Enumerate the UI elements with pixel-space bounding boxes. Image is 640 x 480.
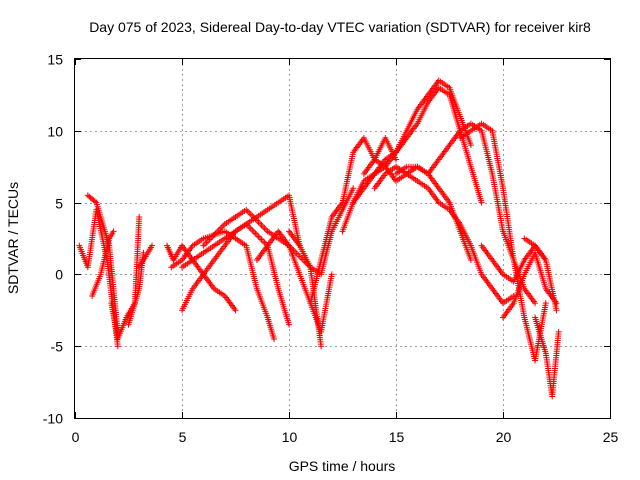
data-point	[114, 343, 121, 350]
data-point	[201, 241, 208, 248]
series-sat-x	[532, 314, 562, 400]
data-point	[261, 225, 268, 232]
data-point	[255, 219, 262, 226]
data-point	[478, 199, 485, 206]
y-axis-label: SDTVAR / TECUs	[5, 182, 21, 294]
data-point	[555, 328, 562, 335]
series-sat-e	[125, 249, 147, 328]
x-tick-label: 20	[496, 429, 512, 445]
data-point	[91, 198, 98, 205]
data-point	[532, 300, 539, 307]
y-tick-label: 5	[55, 196, 63, 212]
data-point	[149, 242, 156, 249]
plot-border	[74, 58, 611, 419]
data-point	[256, 220, 263, 227]
data-point	[350, 185, 357, 192]
x-tick-label: 15	[389, 429, 405, 445]
data-point	[250, 228, 257, 235]
series-sat-q	[360, 156, 474, 264]
series-sat-p	[350, 84, 485, 206]
data-point	[256, 234, 263, 241]
x-tick-label: 10	[282, 429, 298, 445]
data-point	[318, 343, 325, 350]
data-point	[260, 238, 267, 245]
data-point	[247, 225, 254, 232]
data-point	[295, 251, 302, 258]
series-sat-k	[200, 206, 325, 350]
data-point	[255, 233, 262, 240]
data-point	[232, 307, 239, 314]
x-tick-label: 0	[72, 429, 80, 445]
data-point	[253, 231, 260, 238]
data-point	[296, 253, 303, 260]
data-point	[328, 271, 335, 278]
data-point	[244, 208, 251, 215]
y-tick-label: -10	[43, 411, 63, 427]
series-sat-w	[521, 235, 560, 314]
series-sat-v	[500, 249, 560, 321]
x-tick-label: 5	[179, 429, 187, 445]
data-point	[271, 336, 278, 343]
data-point	[203, 239, 210, 246]
data-point	[286, 321, 292, 328]
series-sat-f	[136, 242, 156, 271]
data-point	[200, 242, 207, 249]
series-sat-s	[393, 120, 539, 307]
data-point	[258, 222, 265, 229]
data-point	[218, 224, 225, 231]
data-point	[220, 222, 227, 229]
y-tick-label: 10	[47, 124, 63, 140]
series-sat-t	[457, 120, 549, 364]
data-point	[393, 156, 399, 163]
data-point	[252, 230, 259, 237]
data-point	[110, 228, 117, 235]
data-point	[258, 236, 265, 243]
data-point	[136, 213, 143, 220]
series-sat-h	[168, 228, 278, 343]
y-tick-label: -5	[51, 339, 64, 355]
chart-title: Day 075 of 2023, Sidereal Day-to-day VTE…	[89, 19, 591, 35]
series-sat-l	[253, 228, 335, 335]
x-axis-label: GPS time / hours	[289, 458, 396, 474]
data-point	[263, 226, 270, 233]
data-point	[553, 307, 560, 314]
data-point	[260, 223, 267, 230]
y-tick-label: 15	[47, 52, 63, 68]
grid	[75, 59, 610, 418]
data-point	[249, 227, 256, 234]
data-points	[76, 77, 562, 400]
data-point	[542, 300, 549, 307]
y-tick-label: 0	[55, 267, 63, 283]
series-sat-j	[179, 221, 292, 328]
data-point	[467, 142, 474, 149]
data-point	[467, 257, 474, 264]
series-sat-c	[89, 228, 117, 299]
x-tick-label: 25	[603, 429, 619, 445]
axis-ticks: 0 5 10 15 20 25 -10 -5 0 5 10 15	[43, 52, 619, 446]
